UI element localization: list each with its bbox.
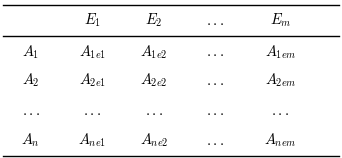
- Text: $A_{nem}$: $A_{nem}$: [264, 132, 297, 149]
- Text: $...$: $...$: [207, 134, 224, 148]
- Text: $...$: $...$: [145, 104, 163, 118]
- Text: $A_1$: $A_1$: [22, 43, 39, 61]
- Text: $A_{ne2}$: $A_{ne2}$: [140, 132, 168, 149]
- Text: $A_{ne1}$: $A_{ne1}$: [78, 132, 106, 149]
- Text: $...$: $...$: [207, 14, 224, 27]
- Text: $A_2$: $A_2$: [22, 72, 40, 89]
- Text: $...$: $...$: [207, 45, 224, 59]
- Text: $A_{2e2}$: $A_{2e2}$: [140, 72, 168, 89]
- Text: $...$: $...$: [22, 104, 40, 118]
- Text: $E_m$: $E_m$: [270, 12, 291, 29]
- Text: $E_1$: $E_1$: [84, 12, 101, 29]
- Text: $...$: $...$: [83, 104, 101, 118]
- Text: $A_n$: $A_n$: [21, 132, 40, 149]
- Text: $...$: $...$: [207, 104, 224, 118]
- Text: $A_{2em}$: $A_{2em}$: [265, 72, 296, 89]
- Text: $E_2$: $E_2$: [145, 12, 162, 29]
- Text: $...$: $...$: [207, 74, 224, 88]
- Text: $A_{1e1}$: $A_{1e1}$: [79, 43, 106, 61]
- Text: $A_{1e2}$: $A_{1e2}$: [140, 43, 168, 61]
- Text: $A_{1em}$: $A_{1em}$: [265, 43, 296, 61]
- Text: $...$: $...$: [272, 104, 289, 118]
- Text: $A_{2e1}$: $A_{2e1}$: [79, 72, 106, 89]
